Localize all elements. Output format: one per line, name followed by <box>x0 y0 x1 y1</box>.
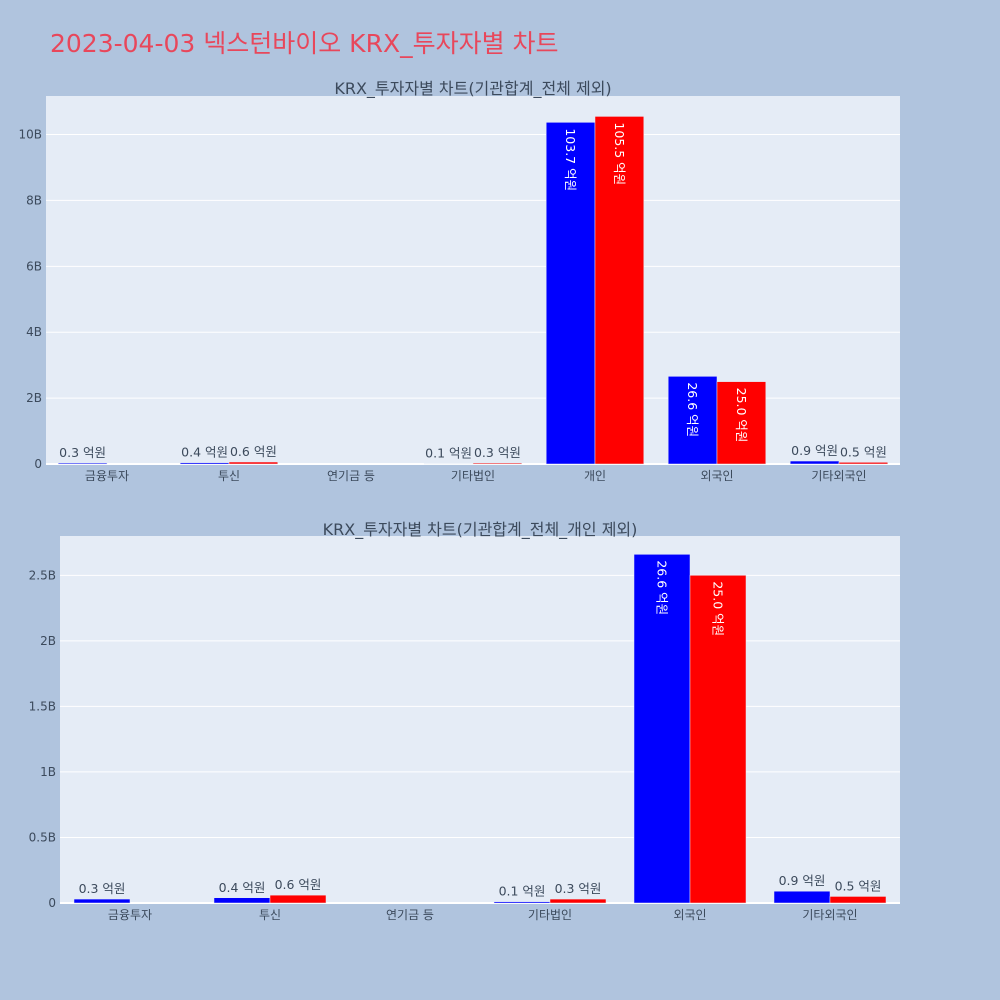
data-label: 0.9 억원 <box>779 873 826 888</box>
bar <box>633 554 691 904</box>
x-tick-label: 외국인 <box>673 908 706 922</box>
data-label: 26.6 억원 <box>655 560 670 615</box>
data-label: 0.3 억원 <box>59 445 106 460</box>
x-tick-label: 기타법인 <box>528 908 572 922</box>
data-label: 0.4 억원 <box>219 880 266 895</box>
bar <box>667 376 718 465</box>
bar <box>472 462 523 465</box>
y-tick-label: 1.5B <box>29 699 56 713</box>
y-tick-label: 6B <box>26 259 42 273</box>
data-label: 0.6 억원 <box>230 444 277 459</box>
y-tick-label: 2B <box>26 391 42 405</box>
y-tick-label: 10B <box>18 128 42 142</box>
data-label: 0.1 억원 <box>425 446 472 461</box>
chart-title: KRX_투자자별 차트(기관합계_전체_개인 제외) <box>323 520 638 540</box>
y-tick-label: 0 <box>34 457 42 471</box>
bar <box>838 462 889 465</box>
x-tick-label: 기타외국인 <box>811 469 866 483</box>
data-label: 25.0 억원 <box>711 581 726 636</box>
x-tick-label: 외국인 <box>700 469 733 483</box>
y-tick-label: 1B <box>40 765 56 779</box>
bar <box>57 462 108 465</box>
page-title: 2023-04-03 넥스턴바이오 KRX_투자자별 차트 <box>50 29 559 58</box>
x-tick-label: 투신 <box>259 908 281 922</box>
y-tick-label: 0.5B <box>29 830 56 844</box>
x-tick-label: 금융투자 <box>108 908 152 922</box>
chart-title: KRX_투자자별 차트(기관합계_전체 제외) <box>334 79 611 99</box>
x-tick-label: 투신 <box>218 469 240 483</box>
bar <box>773 890 831 904</box>
chart-bottom: 0 0.5B 1B 1.5B 2B 2.5B KRX_투자자별 차트(기관합계_전체_개인 … <box>29 520 900 922</box>
bar <box>493 901 551 904</box>
y-tick-label: 8B <box>26 193 42 207</box>
bar <box>213 897 271 904</box>
chart-top: 0 2B 4B 6B 8B 10B KRX_투자자별 차트(기관합계_전체 제외) 금융투자 0… <box>18 79 900 483</box>
bar <box>228 461 279 465</box>
bar <box>594 116 645 465</box>
bar <box>549 898 607 904</box>
data-label: 0.3 억원 <box>555 881 602 896</box>
data-label: 0.3 억원 <box>474 445 521 460</box>
data-label: 25.0 억원 <box>734 388 749 443</box>
plot-area <box>60 536 900 903</box>
data-label: 0.4 억원 <box>181 445 228 460</box>
plot-area <box>46 96 900 464</box>
bar <box>789 460 840 465</box>
y-tick-label: 4B <box>26 325 42 339</box>
y-tick-label: 2B <box>40 634 56 648</box>
data-label: 103.7 억원 <box>563 128 578 191</box>
x-tick-label: 기타외국인 <box>802 908 857 922</box>
x-tick-label: 연기금 등 <box>327 469 375 483</box>
x-tick-label: 금융투자 <box>85 469 129 483</box>
x-tick-label: 기타법인 <box>451 469 495 483</box>
data-label: 105.5 억원 <box>612 122 627 185</box>
data-label: 26.6 억원 <box>685 382 700 437</box>
y-tick-label: 0 <box>48 896 56 910</box>
data-label: 0.9 억원 <box>791 443 838 458</box>
data-label: 0.3 억원 <box>79 881 126 896</box>
data-label: 0.5 억원 <box>835 878 882 893</box>
y-tick-label: 2.5B <box>29 568 56 582</box>
x-tick-label: 연기금 등 <box>386 908 434 922</box>
data-label: 0.6 억원 <box>275 877 322 892</box>
bar <box>716 381 767 465</box>
data-label: 0.1 억원 <box>499 884 546 899</box>
bar <box>269 894 327 904</box>
bar <box>689 575 747 904</box>
bar <box>73 898 131 904</box>
bar <box>829 896 887 904</box>
x-tick-label: 개인 <box>584 469 606 483</box>
data-label: 0.5 억원 <box>840 444 887 459</box>
bar <box>179 462 230 465</box>
